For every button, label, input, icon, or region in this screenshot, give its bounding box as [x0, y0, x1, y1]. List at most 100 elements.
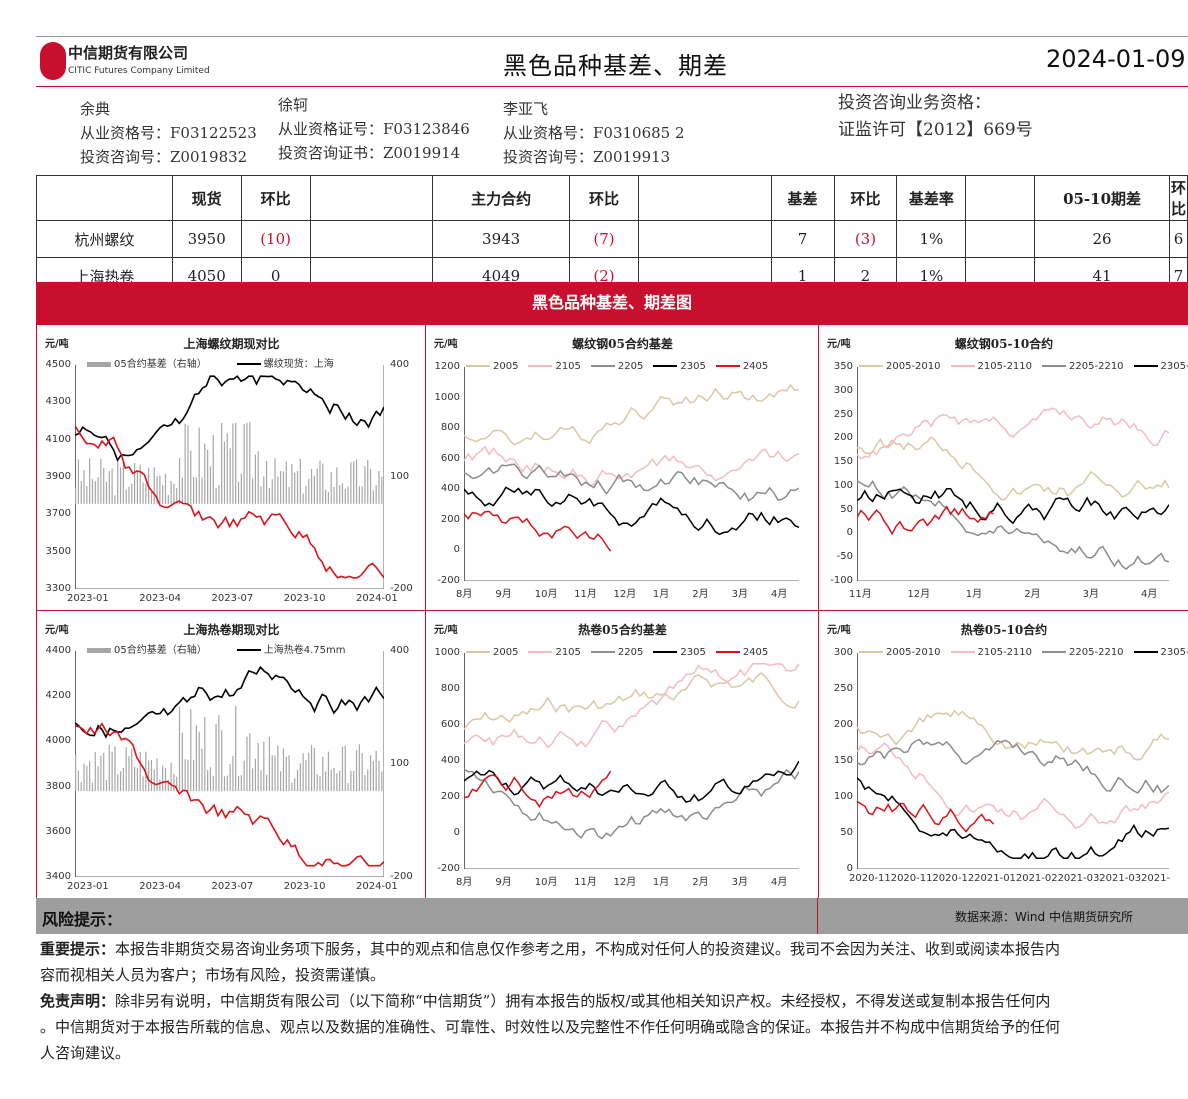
basis-bar	[89, 761, 91, 792]
analyst-2-name: 徐轲	[278, 96, 309, 114]
y-tick-label: 4500	[45, 359, 71, 370]
legend-item: 2305	[653, 647, 706, 658]
basis-bar	[322, 756, 324, 792]
basis-bar	[353, 461, 355, 504]
basis-bar	[339, 770, 341, 792]
basis-bar	[254, 454, 256, 504]
chart-title: 上海螺纹期现对比	[183, 337, 280, 351]
important-note: 重要提示：本报告非期货交易咨询业务项下服务，其中的观点和信息仅作参考之用，不构成…	[40, 936, 1188, 988]
legend-label: 2005	[493, 361, 519, 372]
y-tick-label: 200	[440, 513, 460, 525]
basis-bar	[232, 755, 234, 792]
basis-bar	[86, 486, 88, 504]
basis-bar	[89, 458, 91, 504]
basis-bar	[249, 422, 251, 504]
basis-bar	[122, 767, 124, 792]
basis-bar	[167, 779, 169, 792]
legend-swatch	[528, 365, 553, 367]
basis-bar	[226, 775, 228, 792]
x-tick-label: 2020-11	[849, 873, 891, 884]
legend-item: 2105	[528, 647, 581, 658]
chart-unit: 元/吨	[45, 625, 69, 636]
y-tick-label: 0	[453, 544, 460, 556]
header-spot: 现货	[171, 175, 242, 221]
basis-bar	[229, 763, 231, 792]
cell-spot: 3950	[171, 220, 242, 258]
basis-bar	[142, 482, 144, 504]
legend-label: 05合约基差（右轴）	[114, 359, 207, 370]
basis-bar	[209, 767, 212, 792]
chart-panel-c3: 螺纹钢05-10合约 元/吨 2005-2010 2105-2110 2205-2210…	[818, 324, 1188, 612]
basis-bar	[103, 752, 105, 792]
legend-item: 2205	[590, 361, 643, 372]
legend-label: 上海热卷4.75mm	[263, 645, 346, 656]
basis-bar	[190, 709, 192, 792]
series-line-2005	[464, 671, 799, 730]
cell-spread: 26	[1034, 220, 1170, 258]
basis-bar	[296, 471, 299, 504]
legend-label: 螺纹现货：上海	[263, 359, 334, 370]
basis-bar	[105, 481, 108, 504]
series-line-2205	[857, 479, 1169, 570]
y-tick-label: 1200	[434, 361, 460, 372]
basis-bar	[313, 747, 315, 792]
legend-swatch	[950, 651, 975, 653]
basis-bar	[218, 715, 220, 792]
header-spread: 05-10期差	[1034, 175, 1170, 221]
chart-plot	[75, 651, 384, 877]
y-tick-label: 4300	[45, 396, 71, 408]
legend-label: 2005	[493, 647, 519, 658]
legend-label: 2005-2010	[886, 647, 941, 658]
basis-bar	[178, 457, 181, 504]
header-blank-2	[637, 175, 772, 221]
basis-bar	[100, 755, 102, 792]
basis-bar	[375, 485, 377, 504]
legend-label: 05合约基差（右轴）	[114, 645, 207, 656]
x-tick-label: 2023-04	[139, 881, 182, 892]
x-tick-label: 9月	[495, 589, 512, 600]
legend-label: 2305	[680, 647, 706, 658]
y-tick-label: 250	[833, 683, 853, 694]
basis-bar	[361, 753, 363, 792]
y-tick-label: 3700	[45, 508, 71, 520]
legend-item: 2005	[466, 361, 518, 372]
basis-bar	[369, 468, 372, 504]
legend-label: 2305-2310	[1160, 361, 1188, 372]
legend-item: 2005	[466, 647, 518, 658]
basis-bar	[282, 471, 285, 504]
basis-bar	[235, 422, 237, 504]
series-line-2405	[857, 505, 994, 536]
chart-plot	[75, 365, 384, 589]
y-tick-label: -200	[437, 575, 460, 586]
basis-bar	[201, 477, 203, 504]
legend-label: 2105	[555, 361, 581, 372]
futures-line	[75, 722, 384, 867]
series-line-2405	[857, 800, 995, 833]
x-tick-label: 1月	[652, 589, 670, 600]
x-tick-label: 11月	[574, 589, 597, 600]
basis-bar	[156, 476, 158, 504]
y-tick-label: 600	[440, 719, 460, 730]
chart-panel-c5: 热卷05合约基差 元/吨 2005 2105 2205 2305 2405 1000 800 60…	[425, 610, 820, 900]
basis-bar	[271, 755, 273, 792]
cell-main: 3943	[432, 220, 571, 258]
series-line-2305	[464, 760, 799, 803]
basis-bar	[131, 483, 133, 504]
chart-panel-c6: 热卷05-10合约 元/吨 2005-2010 2105-2110 2205-2210 2…	[818, 610, 1188, 900]
analyst-3: 李亚飞 从业资格号：F0310685 2 投资咨询号：Z0019913	[503, 97, 685, 169]
basis-bar	[285, 756, 287, 792]
basis-bar	[150, 491, 153, 504]
legend-item: 2405	[715, 647, 768, 658]
analyst-1-name: 余典	[80, 100, 111, 118]
analyst-3-name: 李亚飞	[503, 100, 549, 118]
legend-swatch	[653, 365, 678, 367]
basis-bar	[204, 443, 206, 504]
basis-bar	[212, 435, 214, 504]
basis-bar	[240, 775, 242, 792]
basis-bar	[201, 748, 203, 792]
basis-bar	[184, 423, 186, 504]
basis-bar	[251, 768, 254, 792]
basis-bar	[381, 771, 383, 792]
header-main: 主力合约	[432, 175, 571, 221]
chart-title: 上海热卷期现对比	[183, 623, 280, 637]
